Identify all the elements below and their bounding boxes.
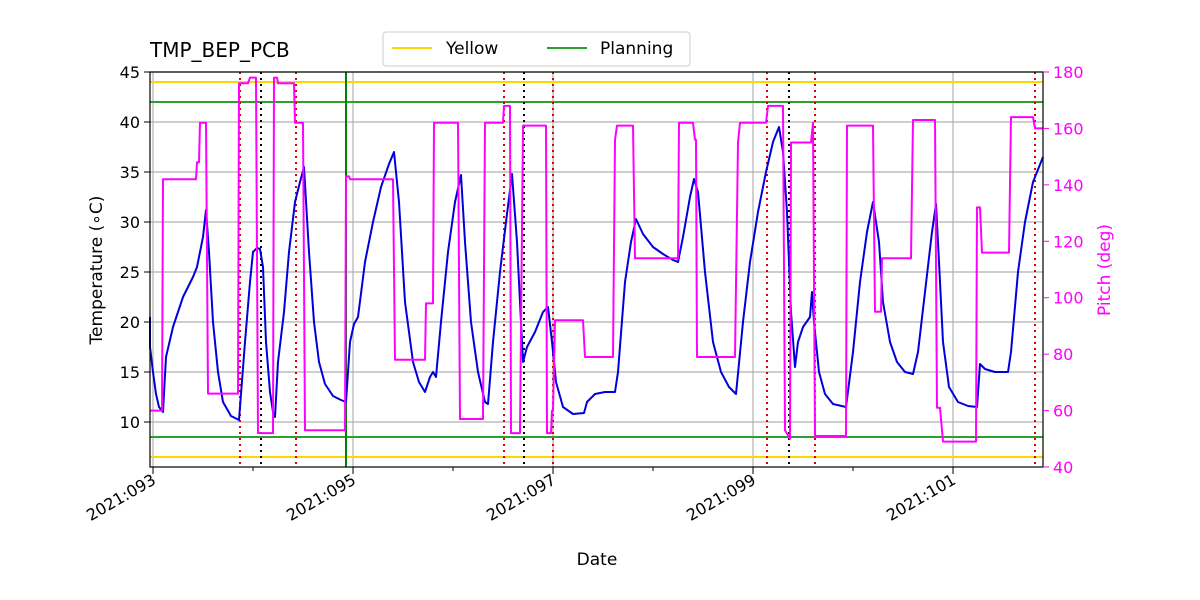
y-tick-label: 15: [120, 363, 140, 382]
y-axis-title: Temperature (∘C): [87, 196, 107, 346]
x-tick-label: 2021:095: [283, 470, 359, 525]
x-tick-label: 2021:101: [883, 470, 959, 525]
y2-tick-label: 140: [1053, 176, 1084, 195]
plot-area: [150, 72, 1043, 467]
y-tick-label: 35: [120, 163, 140, 182]
legend-box: [382, 31, 691, 67]
plot-frame: [149, 71, 1044, 468]
plot-border: [149, 71, 1044, 468]
pitch-series-line: [150, 76, 1043, 443]
x-tick-label: 2021:097: [483, 470, 559, 525]
y2-tick-label: 180: [1053, 63, 1084, 82]
x-axis-title: Date: [577, 550, 618, 570]
y2-tick-label: 40: [1053, 458, 1073, 477]
y2-axis-title: Pitch (deg): [1095, 224, 1115, 316]
limit-lines: [150, 81, 1043, 458]
legend-planning-label: Planning: [600, 39, 673, 59]
y2-tick-label: 100: [1053, 289, 1084, 308]
grid: [150, 71, 1043, 467]
series-lines: [149, 76, 1044, 443]
y2-tick-label: 120: [1053, 232, 1084, 251]
temperature-series-line: [149, 126, 1044, 421]
y-tick-label: 30: [120, 213, 140, 232]
y2-tick-label: 80: [1053, 345, 1073, 364]
chart-title: TMP_BEP_PCB: [149, 38, 290, 62]
y2-tick-label: 160: [1053, 119, 1084, 138]
plot-background: [150, 72, 1043, 467]
y-tick-label: 45: [120, 63, 140, 82]
legend-yellow-label: Yellow: [445, 39, 498, 59]
x-tick-label: 2021:099: [683, 470, 759, 525]
y-tick-label: 25: [120, 263, 140, 282]
legend: Yellow Planning: [382, 31, 691, 67]
y2-tick-label: 60: [1053, 402, 1073, 421]
x-tick-label: 2021:093: [83, 470, 159, 525]
y-tick-label: 40: [120, 113, 140, 132]
y-tick-label: 10: [120, 413, 140, 432]
y-tick-label: 20: [120, 313, 140, 332]
